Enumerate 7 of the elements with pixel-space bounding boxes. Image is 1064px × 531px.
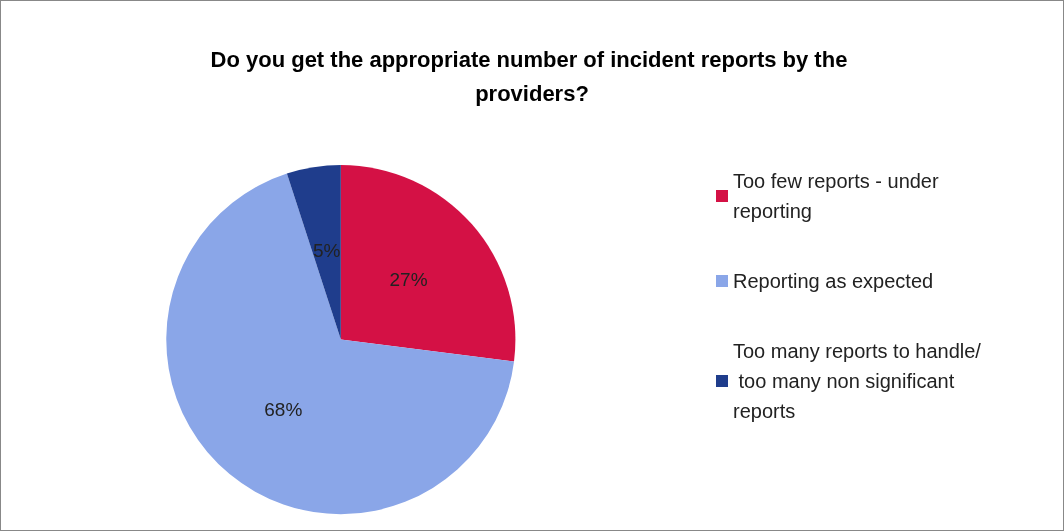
data-label: 27% [389, 269, 428, 291]
legend-label: Too few reports - under reporting [733, 170, 945, 222]
chart-title: Do you get the appropriate number of incident reports by the providers? [210, 46, 854, 106]
legend-label: Reporting as expected [733, 270, 934, 292]
data-label: 68% [264, 398, 303, 420]
data-label: 5% [312, 239, 341, 261]
legend-label: Too many reports to handle/ too many non significant reports [733, 340, 982, 422]
